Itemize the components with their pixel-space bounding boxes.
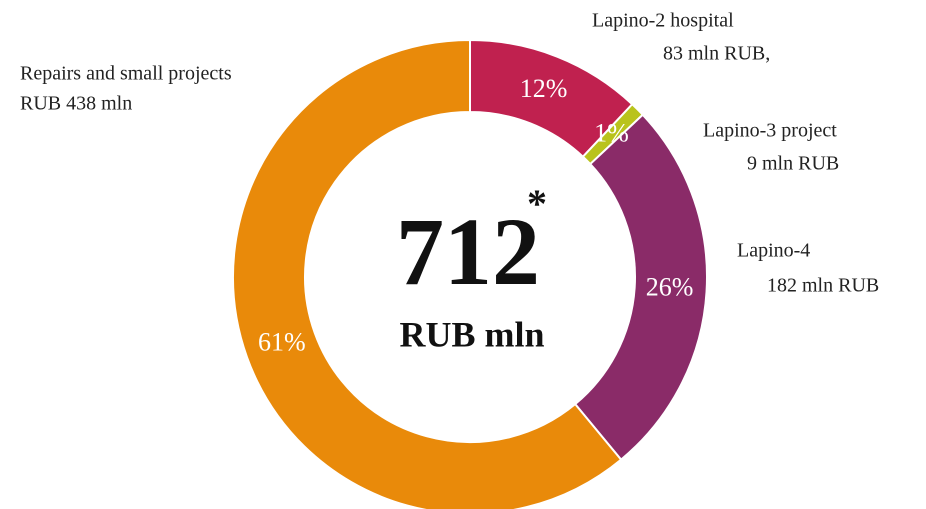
value-label: 61% bbox=[258, 328, 306, 357]
category-label: Lapino-2 hospital bbox=[592, 10, 734, 32]
center-mark: * bbox=[527, 181, 547, 226]
category-label: Lapino-4 bbox=[737, 240, 810, 262]
value-label: 1% bbox=[594, 119, 629, 148]
value-label: 26% bbox=[646, 273, 694, 302]
amount-label: 182 mln RUB bbox=[767, 275, 879, 297]
donut-slice bbox=[232, 38, 623, 509]
category-label: Lapino-3 project bbox=[703, 120, 837, 142]
amount-label: RUB 438 mln bbox=[20, 93, 132, 115]
amount-label: 83 mln RUB, bbox=[663, 43, 770, 65]
donut bbox=[232, 38, 708, 509]
donut-slice bbox=[573, 113, 708, 462]
center-value: 712 bbox=[396, 198, 540, 305]
value-label: 12% bbox=[520, 74, 568, 103]
center-unit: RUB mln bbox=[399, 314, 544, 354]
category-label: Repairs and small projects bbox=[20, 63, 232, 85]
amount-label: 9 mln RUB bbox=[747, 153, 839, 175]
